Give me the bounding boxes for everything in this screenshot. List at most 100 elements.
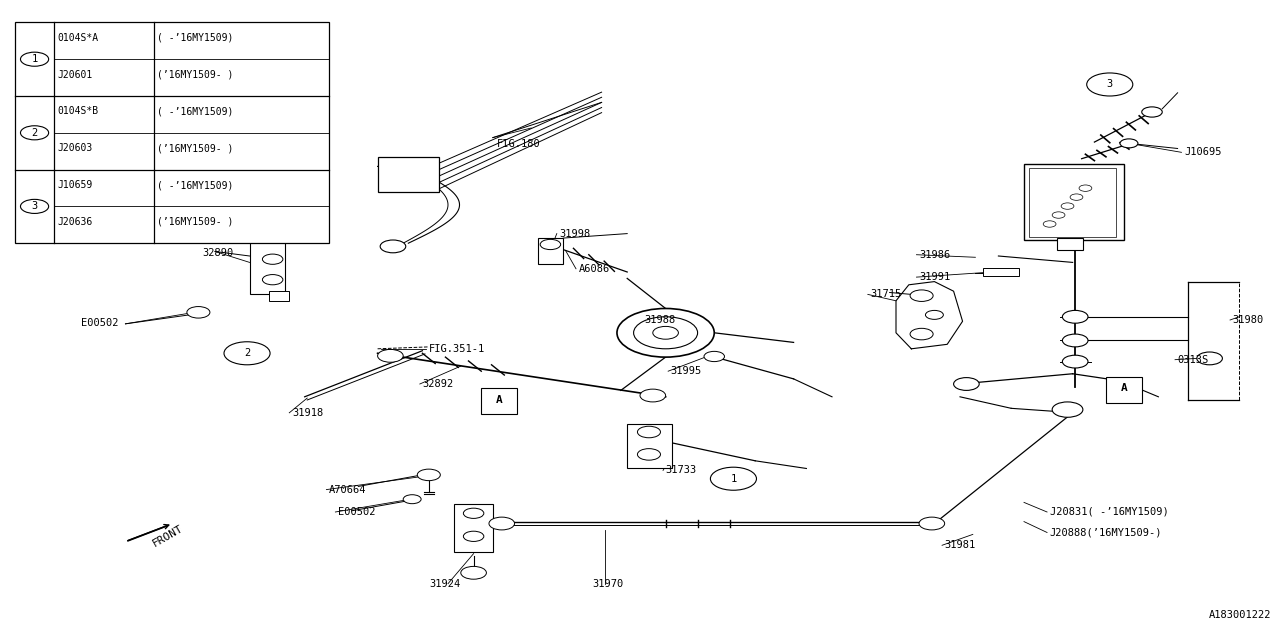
Circle shape [1070, 194, 1083, 200]
Text: J20888(’16MY1509-): J20888(’16MY1509-) [1050, 527, 1162, 538]
Text: J10695: J10695 [1184, 147, 1221, 157]
Text: FIG.351-1: FIG.351-1 [429, 344, 485, 354]
Circle shape [1120, 139, 1138, 148]
Text: 31733: 31733 [666, 465, 696, 476]
Bar [250, 237, 285, 294]
Text: 31986: 31986 [919, 250, 950, 260]
Text: E00502: E00502 [338, 507, 375, 517]
Text: 0104S*A: 0104S*A [58, 33, 99, 43]
Text: 32890: 32890 [202, 248, 233, 258]
Bar [1029, 168, 1116, 237]
Circle shape [634, 317, 698, 349]
Text: FIG.180: FIG.180 [497, 139, 540, 149]
Text: 31981: 31981 [945, 540, 975, 550]
Text: ( -’16MY1509): ( -’16MY1509) [157, 180, 234, 190]
Text: 31991: 31991 [919, 272, 950, 282]
Bar [627, 424, 672, 468]
Circle shape [1062, 310, 1088, 323]
Text: (’16MY1509- ): (’16MY1509- ) [157, 70, 234, 79]
Text: J20603: J20603 [58, 143, 93, 153]
Text: 3: 3 [1107, 79, 1112, 90]
Bar [481, 388, 517, 414]
Text: A6086: A6086 [579, 264, 609, 274]
Text: 2: 2 [32, 128, 37, 138]
Bar [15, 22, 329, 243]
Circle shape [1079, 185, 1092, 191]
Circle shape [954, 378, 979, 390]
Circle shape [187, 307, 210, 318]
Text: ( -’16MY1509): ( -’16MY1509) [157, 33, 234, 43]
Circle shape [20, 125, 49, 140]
Text: ( -’16MY1509): ( -’16MY1509) [157, 106, 234, 116]
Circle shape [378, 349, 403, 362]
Text: A183001222: A183001222 [1208, 609, 1271, 620]
Text: FRONT: FRONT [151, 523, 186, 548]
Text: 32892: 32892 [422, 379, 453, 389]
Text: 31918: 31918 [292, 408, 323, 418]
Circle shape [910, 328, 933, 340]
Circle shape [1087, 73, 1133, 96]
Circle shape [20, 52, 49, 66]
Bar [269, 291, 289, 301]
Circle shape [461, 566, 486, 579]
Circle shape [710, 467, 756, 490]
Bar [378, 157, 439, 192]
Text: 0313S: 0313S [1178, 355, 1208, 365]
Bar [1106, 377, 1142, 403]
Text: 1: 1 [32, 54, 37, 64]
Bar [454, 504, 493, 552]
Circle shape [640, 389, 666, 402]
Circle shape [403, 495, 421, 504]
Text: A: A [1120, 383, 1128, 394]
Text: 31715: 31715 [870, 289, 901, 300]
Circle shape [463, 508, 484, 518]
Text: 31970: 31970 [593, 579, 623, 589]
Text: A: A [495, 395, 503, 405]
Circle shape [637, 426, 660, 438]
Bar [983, 268, 1019, 276]
Circle shape [224, 342, 270, 365]
Circle shape [1197, 352, 1222, 365]
Circle shape [704, 351, 724, 362]
Bar [1057, 238, 1083, 250]
Bar [1024, 164, 1124, 240]
Circle shape [1061, 203, 1074, 209]
Circle shape [925, 310, 943, 319]
Circle shape [1062, 355, 1088, 368]
Text: (’16MY1509- ): (’16MY1509- ) [157, 217, 234, 227]
Circle shape [910, 290, 933, 301]
Text: 31924: 31924 [430, 579, 461, 589]
Circle shape [919, 517, 945, 530]
Text: (’16MY1509- ): (’16MY1509- ) [157, 143, 234, 153]
Circle shape [20, 199, 49, 213]
Circle shape [262, 254, 283, 264]
Circle shape [1043, 221, 1056, 227]
Text: 3: 3 [32, 202, 37, 211]
Bar [538, 238, 563, 264]
Circle shape [463, 531, 484, 541]
Circle shape [653, 326, 678, 339]
Circle shape [1142, 107, 1162, 117]
Text: J20636: J20636 [58, 217, 93, 227]
Circle shape [489, 517, 515, 530]
Text: 1: 1 [731, 474, 736, 484]
Circle shape [262, 275, 283, 285]
Circle shape [617, 308, 714, 357]
Circle shape [540, 239, 561, 250]
Text: J20601: J20601 [58, 70, 93, 79]
Text: A70664: A70664 [329, 484, 366, 495]
Circle shape [417, 469, 440, 481]
Text: 31995: 31995 [671, 366, 701, 376]
Text: J20831( -’16MY1509): J20831( -’16MY1509) [1050, 507, 1169, 517]
Text: 31998: 31998 [559, 228, 590, 239]
Circle shape [380, 240, 406, 253]
Polygon shape [896, 282, 963, 349]
Circle shape [1052, 212, 1065, 218]
Text: 0104S*B: 0104S*B [58, 106, 99, 116]
Text: J10659: J10659 [58, 180, 93, 190]
Text: 31980: 31980 [1233, 315, 1263, 325]
Text: 31988: 31988 [644, 315, 675, 325]
Circle shape [637, 449, 660, 460]
Text: 2: 2 [244, 348, 250, 358]
Circle shape [1052, 402, 1083, 417]
